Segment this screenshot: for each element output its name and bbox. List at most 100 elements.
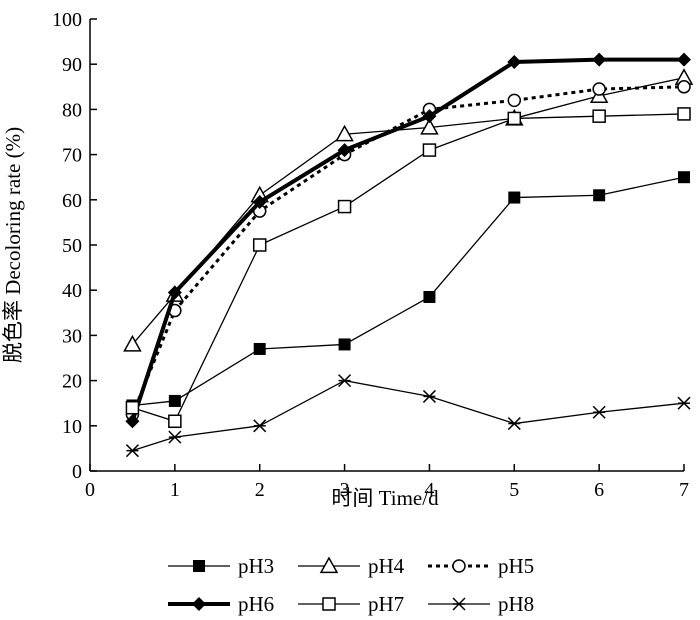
marker-shape xyxy=(125,400,140,415)
y-tick-label: 40 xyxy=(62,280,82,302)
marker-shape xyxy=(678,171,690,184)
x-tick-label: 1 xyxy=(170,479,180,501)
data-point-ph6 xyxy=(677,52,691,67)
marker-shape xyxy=(193,560,205,572)
data-point-ph3 xyxy=(508,191,521,204)
series-line-ph6 xyxy=(130,57,684,422)
y-tick-label: 80 xyxy=(62,99,82,121)
legend-label-ph7: pH7 xyxy=(368,592,404,616)
y-tick-label: 50 xyxy=(62,235,82,257)
data-point-ph3 xyxy=(168,394,181,407)
marker-shape xyxy=(322,597,336,611)
x-axis-title: 时间 Time/d xyxy=(331,486,439,510)
marker-shape xyxy=(335,124,354,142)
y-tick-label: 30 xyxy=(62,325,82,347)
x-tick-label: 5 xyxy=(509,479,519,501)
data-point-ph7 xyxy=(592,109,606,123)
marker-shape xyxy=(337,199,352,214)
series-line-ph3 xyxy=(132,176,685,407)
marker-shape xyxy=(452,559,466,573)
marker-shape xyxy=(592,82,606,96)
data-point-ph8 xyxy=(253,419,267,433)
series-ph3 xyxy=(126,171,690,412)
series-ph8 xyxy=(125,374,691,458)
marker-shape xyxy=(593,189,606,202)
legend-marker-ph4 xyxy=(319,556,339,574)
legend-label-ph5: pH5 xyxy=(498,554,534,578)
data-point-ph8 xyxy=(507,417,521,431)
legend-label-ph6: pH6 xyxy=(238,592,274,616)
marker-shape xyxy=(168,414,182,429)
marker-shape xyxy=(422,109,437,124)
x-tick-label: 2 xyxy=(255,479,265,501)
data-point-ph4 xyxy=(335,124,354,142)
data-point-ph8 xyxy=(677,396,691,410)
legend-marker-ph6 xyxy=(192,597,206,611)
legend-item-ph7: pH7 xyxy=(298,592,404,616)
y-axis-title: 脱色率 Decoloring rate (%) xyxy=(1,127,25,363)
marker-shape xyxy=(422,143,437,157)
marker-shape xyxy=(252,238,267,252)
data-point-ph6 xyxy=(422,109,437,124)
data-point-ph6 xyxy=(252,195,267,210)
legend: pH3 pH4 pH5 pH6 pH7 pH8 xyxy=(168,554,534,616)
data-point-ph5 xyxy=(507,93,522,108)
marker-shape xyxy=(592,52,607,67)
legend-label-ph3: pH3 xyxy=(238,554,274,578)
y-tick-label: 90 xyxy=(62,54,82,76)
marker-shape xyxy=(677,107,691,121)
data-point-ph6 xyxy=(125,414,140,429)
data-point-ph5 xyxy=(592,82,606,96)
series-ph7 xyxy=(125,107,691,429)
marker-shape xyxy=(338,338,351,351)
data-point-ph4 xyxy=(420,117,439,135)
data-point-ph8 xyxy=(168,430,182,444)
series-layer xyxy=(123,52,694,458)
data-point-ph8 xyxy=(422,389,436,403)
legend-marker-ph5 xyxy=(452,559,466,573)
data-point-ph8 xyxy=(592,405,606,419)
x-tick-label: 4 xyxy=(424,479,434,501)
y-tick-label: 60 xyxy=(62,190,82,212)
marker-shape xyxy=(337,143,352,158)
legend-item-ph8: pH8 xyxy=(428,592,534,616)
legend-marker-ph3 xyxy=(193,560,205,572)
data-point-ph5 xyxy=(677,80,691,94)
x-tick-label: 0 xyxy=(85,479,95,501)
x-tick-label: 6 xyxy=(594,479,604,501)
marker-shape xyxy=(508,191,521,204)
data-point-ph8 xyxy=(125,444,139,458)
legend-label-ph4: pH4 xyxy=(368,554,405,578)
marker-shape xyxy=(677,52,691,67)
data-point-ph3 xyxy=(253,342,266,355)
data-point-ph6 xyxy=(507,54,522,69)
legend-marker-ph7 xyxy=(322,597,336,611)
legend-item-ph4: pH4 xyxy=(298,554,405,578)
series-ph6 xyxy=(125,52,691,429)
legend-marker-ph8 xyxy=(452,597,466,611)
marker-shape xyxy=(167,285,182,300)
data-point-ph7 xyxy=(507,111,522,126)
marker-shape xyxy=(507,111,522,126)
data-point-ph8 xyxy=(338,374,352,388)
marker-shape xyxy=(507,54,522,69)
marker-shape xyxy=(252,195,267,210)
marker-shape xyxy=(253,342,266,355)
legend-item-ph3: pH3 xyxy=(168,554,274,578)
series-line-ph7 xyxy=(132,113,685,423)
data-point-ph4 xyxy=(123,334,142,352)
marker-shape xyxy=(420,117,439,135)
y-tick-label: 10 xyxy=(62,416,82,438)
x-tick-label: 3 xyxy=(340,479,350,501)
y-tick-label: 70 xyxy=(62,145,82,167)
data-point-ph3 xyxy=(423,290,436,303)
data-point-ph7 xyxy=(252,238,267,252)
marker-shape xyxy=(168,394,181,407)
data-point-ph3 xyxy=(678,171,690,184)
y-tick-label: 100 xyxy=(52,9,82,31)
marker-shape xyxy=(677,80,691,94)
data-point-ph6 xyxy=(337,143,352,158)
data-point-ph7 xyxy=(168,414,182,429)
series-line-ph8 xyxy=(132,379,685,452)
